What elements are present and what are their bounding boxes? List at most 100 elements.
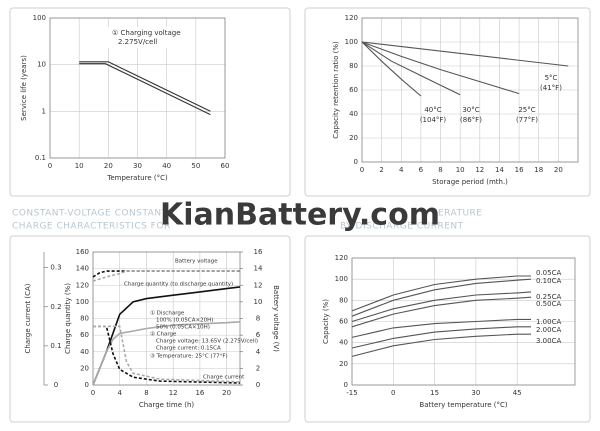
plot-border [361,17,579,163]
series-label: 3.00CA [536,337,561,345]
y2-tick-label: 10 [254,298,263,306]
series-line [93,325,241,383]
y-tick-label: 120 [76,281,89,289]
note-box [108,27,180,48]
series-line [361,41,569,67]
series-line [92,286,241,386]
x-tick-label: 2 [379,166,383,174]
note: 100% (0.05CA×20H) [156,318,213,324]
x-tick-label: 45 [513,389,522,397]
series-line [361,41,520,95]
x-tick-label: 14 [495,166,504,174]
x-tick-label: 4 [117,389,122,397]
y-tick-label: 100 [345,38,358,46]
y3-tick-label: 0.1 [50,342,61,350]
y-tick-label: 100 [76,298,89,306]
y-tick-label: 0 [85,381,89,389]
y-tick-label: 0 [344,381,348,389]
x-tick-label: 20 [222,389,231,397]
y-tick-label: 80 [339,296,348,304]
panel-frame [9,7,291,197]
note: Charge current [203,375,245,381]
y-tick-label: 10 [37,61,46,69]
x-tick-label: 10 [75,162,84,170]
x-tick-label: 50 [191,162,200,170]
y2-tick-label: 2 [256,364,260,372]
heading: CHARGE CHARACTERISTICS FOR [12,222,171,232]
y-axis-title: Charge quantity (%) [64,283,72,354]
x-tick-label: 0 [48,162,52,170]
annotation: ① Charging voltage [112,29,181,37]
y-tick-label: 1 [42,107,46,115]
series-label: 40°C [424,106,441,114]
series-line [351,326,531,349]
y3-axis-title: Charge current (CA) [24,283,32,353]
series-line [351,296,532,328]
y2-tick-label: 8 [256,315,260,323]
y-tick-label: 100 [33,14,46,22]
heading: PERATURE [432,209,483,219]
y-tick-label: 100 [335,275,348,283]
y3-tick-label: 0.3 [50,264,61,272]
y-tick-label: 120 [335,254,348,262]
y-tick-label: 80 [80,315,89,323]
heading: CONSTANT-VOLTAGE CONSTANT [12,209,168,219]
y-tick-label: 60 [339,318,348,326]
series-line [79,61,211,112]
panel-frame [304,235,591,423]
x-tick-label: 0 [91,389,95,397]
series-label: 5°C [545,74,558,82]
series-label: (41°F) [540,84,562,92]
series-line [92,270,240,278]
y-tick-label: 0 [354,158,358,166]
heading: BY DISCHARGE CURRENT [340,222,464,232]
x-axis-title: Temperature (°C) [106,174,168,182]
y-tick-label: 20 [80,364,89,372]
y-axis-title: Capacity (%) [322,299,330,344]
y-tick-label: 20 [349,134,358,142]
series-line [351,318,531,338]
annotation: 2.275V/cell [118,38,157,46]
y-tick-label: 140 [76,265,89,273]
series-line [351,278,532,317]
x-axis-title: Battery temperature (°C) [419,401,507,409]
y-tick-label: 40 [80,348,89,356]
y-tick-label: 120 [345,14,358,22]
x-tick-label: 30 [133,162,142,170]
y-tick-label: 40 [349,110,358,118]
x-tick-label: 16 [515,166,524,174]
x-tick-label: 8 [438,166,442,174]
y2-tick-label: 0 [256,381,260,389]
x-tick-label: 30 [471,389,480,397]
y2-tick-label: 16 [254,248,263,256]
y2-tick-label: 14 [254,265,263,273]
series-line [351,275,531,312]
note: ② Charge [150,331,177,338]
y-tick-label: 20 [339,360,348,368]
note: Charge quantity (to discharge quantity) [124,282,233,288]
y2-tick-label: 12 [254,281,263,289]
series-label: 30°C [462,106,479,114]
series-line [79,63,211,116]
watermark: KianBattery.com [160,198,440,233]
note: ③ Temperature: 25°C (77°F) [150,354,228,360]
y-tick-label: 60 [80,331,89,339]
x-tick-label: 10 [456,166,465,174]
series-label: 0.05CA [536,269,561,277]
series-line [92,321,241,386]
note: Charge current: 0.15CA [156,346,221,352]
series-line [361,41,422,97]
note: ① Discharge [150,311,185,317]
x-tick-label: -15 [346,389,357,397]
y3-tick-label: 0 [54,381,58,389]
y-axis-title: Service life (years) [20,55,28,121]
x-axis-title: Charge time (h) [139,401,195,409]
x-tick-label: 15 [430,389,439,397]
x-tick-label: 40 [162,162,171,170]
note: 50% (0.05CA×10H) [156,325,210,331]
x-tick-label: 12 [475,166,484,174]
panel-frame [9,235,291,423]
series-line [351,291,532,323]
series-line [361,41,461,96]
